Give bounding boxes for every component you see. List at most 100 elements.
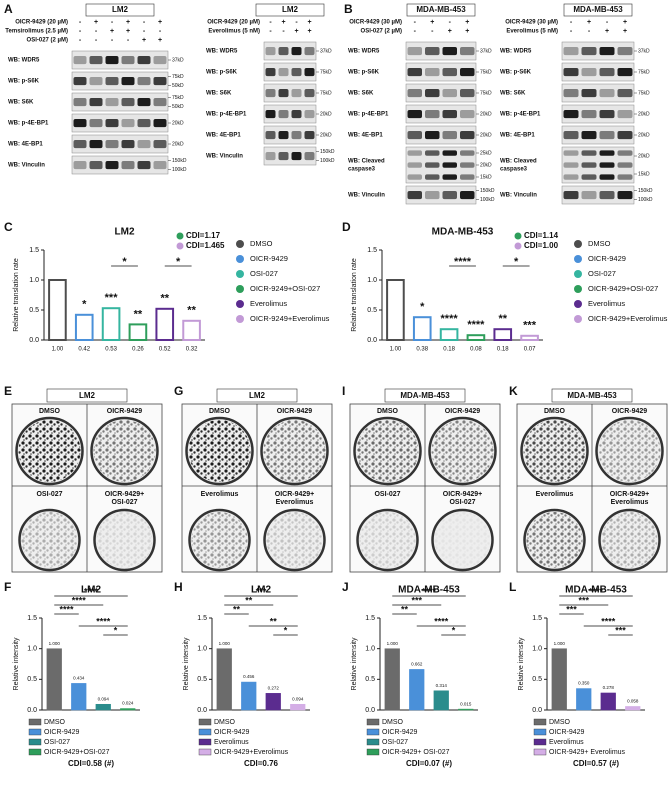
condition-sign: +	[281, 19, 285, 26]
band	[105, 77, 119, 86]
marker-label: 20kD	[480, 162, 492, 168]
title-box	[85, 3, 155, 17]
colonies	[359, 512, 416, 568]
band	[617, 174, 633, 180]
band	[265, 131, 276, 140]
band	[89, 98, 103, 107]
bar	[412, 316, 432, 342]
panel-letter: L	[509, 580, 516, 594]
legend-label: OICR-9429	[549, 729, 585, 736]
bracket-label: *	[176, 256, 181, 268]
marker-label: 75kD	[172, 74, 184, 80]
title-box	[551, 388, 633, 403]
bar	[95, 703, 111, 711]
value-label: 0.094	[292, 696, 304, 701]
band	[425, 131, 440, 140]
legend-swatch	[198, 728, 212, 736]
bracket-label: ****	[59, 604, 74, 614]
marker-label: 50kD	[172, 104, 184, 110]
colonies	[601, 512, 658, 568]
marker-label: 37kD	[638, 48, 650, 54]
condition-sign: +	[158, 37, 162, 44]
band	[460, 47, 475, 56]
band	[581, 191, 597, 200]
colonies	[18, 420, 81, 482]
condition-sign: -	[143, 19, 146, 26]
condition-name: OICR-9429 (30 µM)	[349, 20, 402, 26]
legend-swatch	[574, 255, 582, 263]
band	[73, 56, 87, 65]
bracket-label: **	[401, 604, 409, 614]
title-box	[216, 388, 298, 403]
annotation-swatch	[176, 232, 184, 240]
band	[460, 162, 475, 168]
band	[153, 77, 167, 86]
legend-label: OICR-9429+ Everolimus	[549, 749, 626, 756]
panel-letter: G	[174, 384, 183, 398]
legend-label: OSI-027	[382, 739, 408, 746]
colonies	[21, 512, 78, 568]
legend-swatch	[236, 270, 244, 278]
row-label: caspase3	[348, 167, 376, 173]
bar	[439, 328, 459, 342]
legend-swatch	[28, 738, 42, 746]
bracket-label: **	[245, 595, 253, 605]
bracket-label: *	[114, 625, 118, 635]
colonies	[191, 512, 248, 568]
y-tick-label: 1.5	[365, 615, 375, 622]
panel-letter: H	[174, 580, 183, 594]
bar	[101, 307, 121, 342]
band	[599, 174, 615, 180]
band	[442, 191, 457, 200]
footnote: CDI=0.07 (#)	[406, 759, 452, 768]
condition-name: OICR-9429 (20 µM)	[207, 20, 260, 26]
chart-title: MDA-MB-453	[565, 585, 627, 596]
row-label: WB: p-S6K	[206, 70, 238, 76]
y-tick-label: 0.0	[532, 707, 542, 714]
value-label: 0.38	[416, 347, 428, 353]
band	[291, 68, 302, 77]
bar	[74, 313, 94, 341]
legend-swatch	[574, 240, 582, 248]
band	[425, 68, 440, 77]
legend-label: OSI-027	[44, 739, 70, 746]
band	[153, 119, 167, 128]
band	[425, 89, 440, 98]
condition-name: Everolimus (5 nM)	[208, 29, 260, 35]
marker-label: 20kD	[638, 153, 650, 159]
condition-sign: -	[95, 37, 98, 44]
band	[153, 140, 167, 149]
row-label: WB: p-4E-BP1	[348, 112, 389, 118]
value-label: 1.000	[554, 641, 566, 646]
marker-label: 20kD	[172, 120, 184, 126]
value-label: 0.094	[98, 696, 110, 701]
marker-label: 75kD	[638, 69, 650, 75]
blot-strip	[71, 155, 169, 175]
condition-sign: -	[431, 28, 434, 35]
band	[581, 150, 597, 156]
legend-label: Everolimus	[250, 299, 287, 308]
well-label: Everolimus	[201, 491, 239, 498]
legend-swatch	[574, 285, 582, 293]
condition-sign: -	[606, 19, 609, 26]
blot-title: MDA-MB-453	[573, 5, 623, 14]
y-tick-label: 1.0	[27, 646, 37, 653]
band	[563, 47, 579, 56]
band	[407, 174, 422, 180]
condition-sign: +	[294, 28, 298, 35]
row-label: WB: Cleaved	[500, 159, 537, 165]
blot-strip	[405, 185, 477, 205]
blot-title: LM2	[112, 5, 129, 14]
marker-label: 75kD	[320, 90, 332, 96]
bracket-label: ****	[84, 586, 99, 596]
bar	[551, 648, 567, 711]
band	[563, 162, 579, 168]
condition-sign: -	[449, 19, 452, 26]
band	[460, 174, 475, 180]
title-box	[406, 3, 476, 17]
condition-sign: +	[158, 19, 162, 26]
y-tick-label: 0.5	[367, 307, 377, 314]
condition-sign: -	[295, 19, 298, 26]
band	[121, 119, 135, 128]
legend-label: OICR-9429	[44, 729, 80, 736]
